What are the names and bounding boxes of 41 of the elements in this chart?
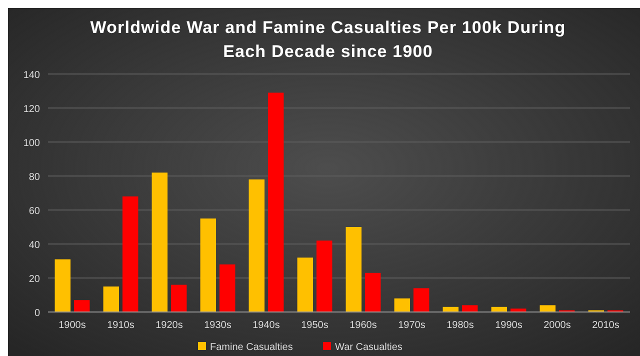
legend-label: War Casualties (335, 342, 402, 353)
x-tick-label: 1910s (107, 320, 134, 331)
bar (248, 179, 265, 312)
bar (268, 92, 284, 312)
x-tick-label: 1930s (204, 320, 232, 331)
x-tick-label: 1990s (495, 320, 522, 331)
x-tick-label: 2010s (592, 320, 620, 331)
legend-label: Famine Casualties (210, 342, 293, 353)
y-tick-label: 0 (34, 308, 40, 319)
bar (54, 259, 71, 312)
x-tick-label: 1950s (301, 320, 328, 331)
x-tick-label: 2000s (544, 320, 571, 331)
bar (170, 284, 187, 312)
bar (200, 218, 216, 312)
x-tick-label: 1980s (446, 320, 474, 331)
bar (74, 300, 90, 312)
y-tick-label: 80 (28, 172, 40, 183)
y-tick-label: 140 (23, 70, 40, 81)
y-tick-label: 120 (23, 104, 40, 115)
bar (297, 258, 314, 312)
bar (152, 172, 168, 312)
y-tick-label: 100 (23, 138, 40, 149)
bar (413, 288, 430, 312)
bar (364, 272, 381, 312)
bar (103, 286, 120, 312)
x-tick-label: 1920s (156, 320, 183, 331)
bar (462, 305, 478, 312)
x-tick-label: 1960s (350, 320, 377, 331)
x-tick-label: 1900s (58, 320, 86, 331)
chart-title: Worldwide War and Famine Casualties Per 100k During Each Decade since 1900 (90, 18, 566, 61)
y-tick-label: 20 (28, 274, 40, 285)
bar (346, 227, 362, 312)
bar (540, 305, 556, 312)
y-tick-label: 40 (28, 240, 40, 251)
x-tick-label: 1940s (252, 320, 280, 331)
bar (219, 264, 236, 312)
bar (394, 298, 410, 312)
bar (316, 240, 332, 312)
x-tick-label: 1970s (398, 320, 426, 331)
bar (122, 196, 138, 312)
y-tick-label: 60 (28, 206, 40, 217)
